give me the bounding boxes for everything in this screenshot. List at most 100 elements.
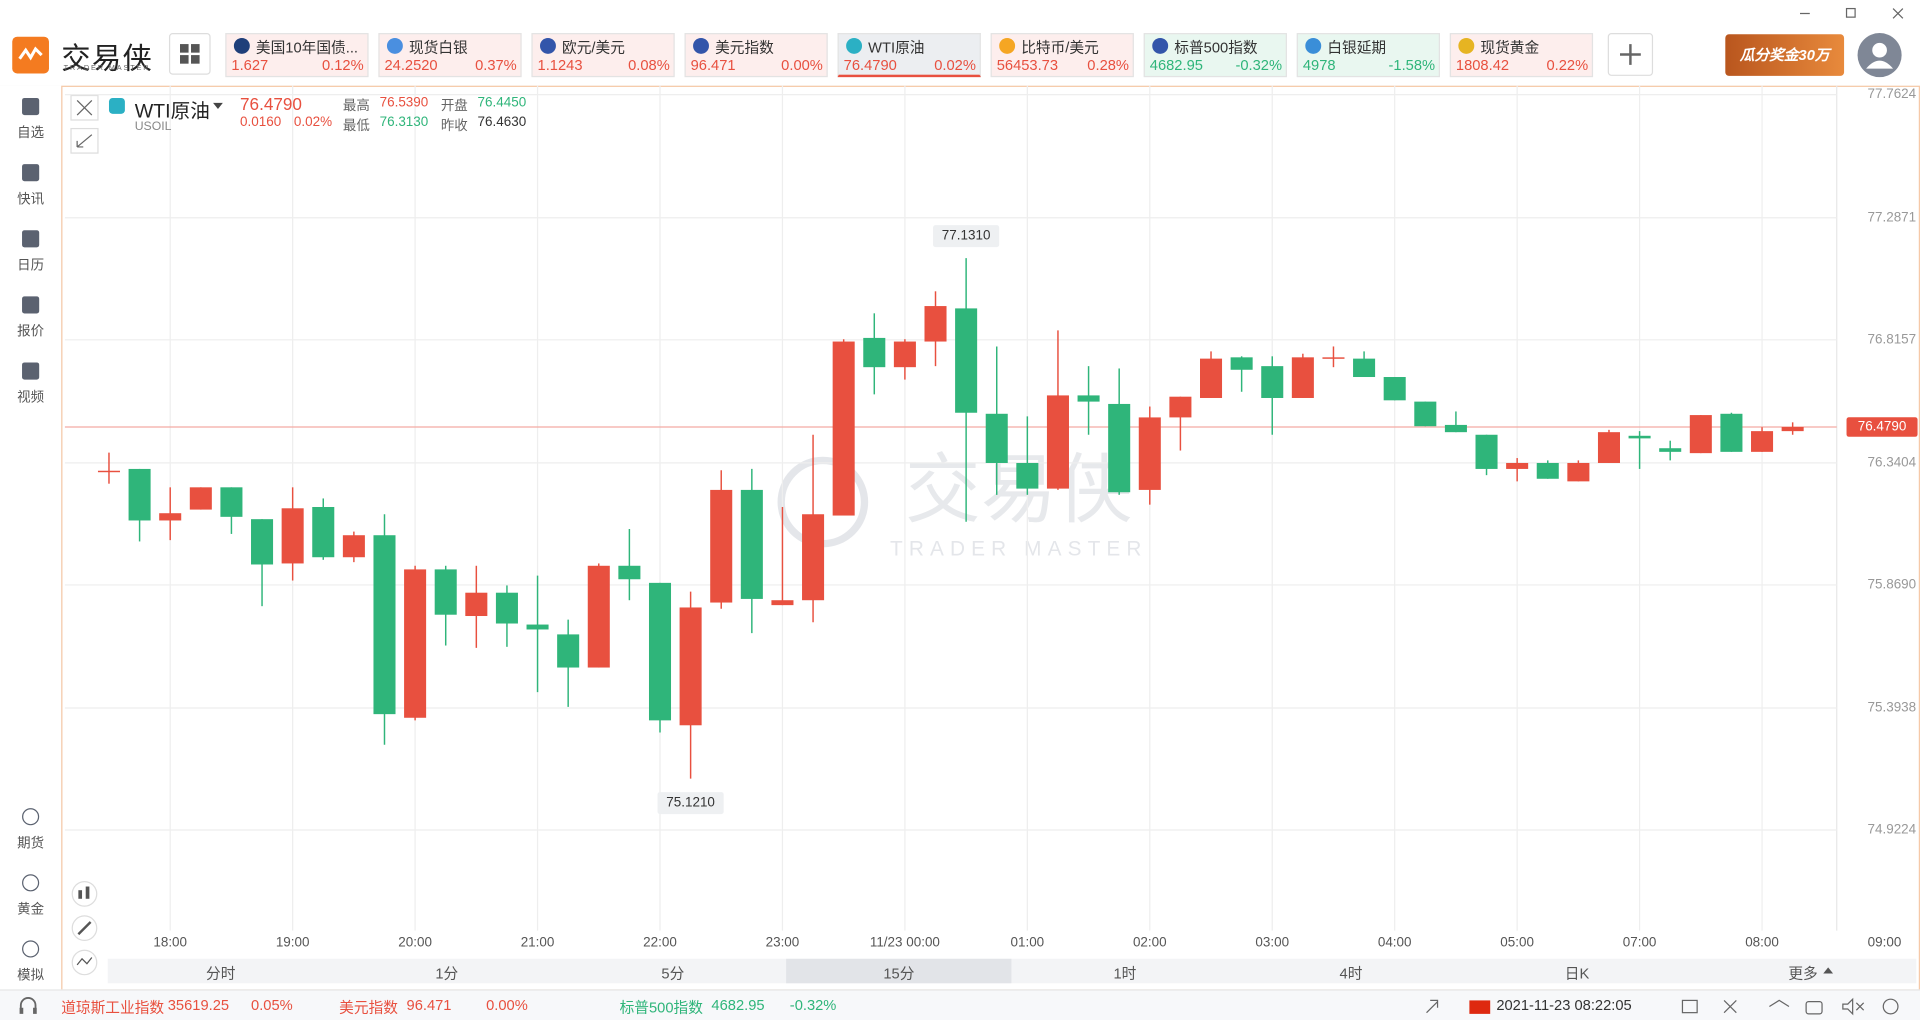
sidebar-item[interactable]: 黄金	[0, 874, 61, 923]
candle-body	[1659, 448, 1682, 452]
timeframe-button[interactable]: 4时	[1238, 959, 1464, 983]
add-ticker-button[interactable]	[1607, 33, 1654, 76]
logo-icon	[12, 36, 49, 74]
support-icon[interactable]	[17, 996, 39, 1018]
timeframe-button[interactable]: 分时	[108, 959, 334, 983]
x-tick-label: 20:00	[398, 934, 432, 949]
candle-body	[312, 506, 335, 558]
timeframe-button[interactable]: 日K	[1464, 959, 1690, 983]
ticker-name: 标普500指数	[1174, 39, 1258, 57]
arrow	[1823, 967, 1834, 974]
ticker-name: 欧元/美元	[562, 39, 625, 57]
timeframe-label: 1时	[1113, 964, 1137, 983]
indicator-tool[interactable]	[71, 881, 98, 907]
candle-icon	[85, 886, 90, 899]
high-label: 最高	[342, 99, 370, 114]
timeframe-button[interactable]: 5分	[560, 959, 786, 983]
line-tool[interactable]	[71, 949, 98, 976]
timeframe-button[interactable]: 1分	[334, 959, 560, 983]
ticker-name: 美国10年国债...	[255, 39, 358, 57]
avatar-icon	[1866, 42, 1894, 69]
ticker[interactable]: 美元指数 96.471 0.00%	[684, 33, 828, 78]
ticker[interactable]: 白银延期 4978 -1.58%	[1296, 33, 1440, 78]
candle-body	[648, 582, 672, 721]
translate-icon[interactable]	[1426, 999, 1439, 1014]
x-tick-label: 02:00	[1133, 934, 1167, 949]
pen-icon	[77, 921, 92, 936]
sidebar-item[interactable]: 报价	[0, 296, 61, 345]
candle-body	[924, 306, 947, 342]
status-change: 0.05%	[251, 996, 293, 1014]
settings-icon[interactable]	[1882, 998, 1899, 1015]
ticker-change: 0.12%	[322, 56, 364, 74]
screen-icon[interactable]	[1681, 999, 1698, 1014]
candle-body	[1138, 417, 1161, 490]
timeframe-label: 5分	[661, 964, 685, 983]
close[interactable]	[1892, 8, 1904, 19]
candle-body	[832, 341, 855, 516]
timeframe-button[interactable]: 15分	[785, 958, 1012, 984]
ticker-price: 56453.73	[996, 56, 1059, 74]
timeframe-label: 15分	[883, 964, 915, 983]
ad-banner[interactable]: 瓜分奖金30万	[1725, 34, 1845, 76]
ticker-price: 4682.95	[1149, 56, 1203, 74]
camera-icon[interactable]	[1805, 1001, 1823, 1015]
candle-body	[1536, 462, 1559, 479]
avatar[interactable]	[1857, 33, 1902, 78]
candle-body	[1597, 432, 1620, 463]
ticker-icon	[1458, 37, 1475, 54]
ticker-icon	[233, 37, 250, 54]
sidebar-item[interactable]: 视频	[0, 362, 61, 411]
ticker-icon	[1152, 37, 1169, 54]
status-datetime: 2021-11-23 08:22:05	[1496, 996, 1632, 1014]
candle-body	[220, 487, 243, 517]
candle-body	[679, 607, 702, 726]
sidebar-icon	[22, 97, 40, 116]
ticker[interactable]: 现货白银 24.2520 0.37%	[378, 33, 522, 78]
layout-button[interactable]	[168, 33, 211, 75]
status-price: 35619.25	[167, 996, 230, 1014]
logo-subtitle: TRADER MASTER	[63, 64, 151, 73]
sidebar-item[interactable]: 模拟	[0, 940, 61, 989]
status-name: 美元指数	[339, 999, 398, 1017]
candle-body	[434, 569, 457, 615]
ticker[interactable]: 现货黄金 1808.42 0.22%	[1449, 33, 1594, 78]
symbol-dropdown[interactable]	[213, 102, 223, 109]
annotation-box	[657, 792, 724, 815]
candle-body	[128, 468, 151, 521]
sidebar-item[interactable]: 日历	[0, 230, 61, 279]
candle-body	[985, 413, 1008, 463]
ticker[interactable]: 标普500指数 4682.95 -0.32%	[1143, 33, 1287, 78]
candle-body	[1475, 434, 1498, 469]
candle-body	[281, 508, 304, 564]
ticker[interactable]: WTI原油 76.4790 0.02%	[837, 33, 981, 78]
low-value: 76.3130	[379, 115, 429, 130]
candle-body	[1230, 357, 1253, 370]
timeframe-button[interactable]: 1时	[1012, 959, 1238, 983]
sidebar-item[interactable]: 快讯	[0, 164, 61, 213]
watermark-subtitle: TRADER MASTER	[890, 537, 1148, 560]
ticker[interactable]: 欧元/美元 1.1243 0.08%	[531, 33, 675, 78]
candle-body	[404, 569, 427, 718]
sidebar-label: 期货	[17, 836, 45, 852]
ticker-icon	[999, 37, 1016, 54]
ticker[interactable]: 美国10年国债... 1.627 0.12%	[225, 33, 369, 78]
sidebar-icon	[22, 230, 40, 248]
timeframe-label: 1分	[435, 964, 459, 983]
sidebar-item[interactable]: 期货	[0, 808, 61, 857]
maximize[interactable]	[1845, 7, 1856, 18]
sidebar-icon	[22, 808, 40, 826]
candle-body	[1414, 401, 1437, 427]
mute-icon[interactable]	[1842, 997, 1865, 1016]
sidebar-item[interactable]: 自选	[0, 97, 61, 147]
tools-icon[interactable]	[1723, 999, 1737, 1014]
shrink-icon	[76, 134, 93, 148]
ticker[interactable]: 比特币/美元 56453.73 0.28%	[990, 33, 1134, 78]
up-icon[interactable]	[1769, 999, 1790, 1008]
ticker-change: 0.02%	[934, 56, 976, 74]
symbol-change-pct: 0.02%	[293, 115, 333, 130]
timeframe-button[interactable]: 更多	[1690, 959, 1916, 983]
sidebar-label: 黄金	[17, 902, 45, 918]
plus-icon	[1620, 44, 1641, 65]
ticker-price: 1808.42	[1455, 56, 1510, 74]
